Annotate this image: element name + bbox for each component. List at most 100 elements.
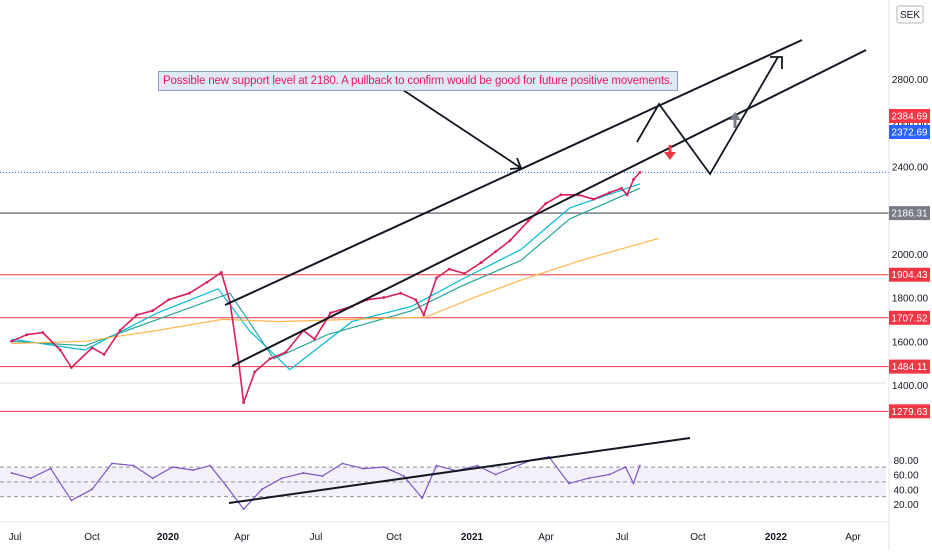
rsi-point-31 [608, 473, 611, 476]
projection-arrowhead [770, 56, 783, 69]
price-point-30 [447, 267, 451, 271]
rsi-point-15 [302, 472, 305, 475]
rsi-tick-label-0: 20.00 [893, 500, 918, 511]
price-point-1 [25, 333, 29, 337]
price-point-17 [253, 370, 257, 374]
level-label-1-bg [889, 310, 930, 325]
price-point-13 [219, 271, 223, 274]
channel-lower-line [231, 49, 867, 367]
rsi-tick-label-1: 40.00 [893, 485, 918, 496]
rsi-point-29 [567, 482, 570, 485]
price-point-9 [151, 309, 155, 313]
rsi-point-32 [624, 466, 627, 469]
currency-label: SEK [900, 10, 920, 21]
level-label-0: 1904.43 [891, 270, 928, 281]
price-point-12 [205, 280, 209, 284]
rsi-tick-label-2: 60.00 [893, 471, 918, 482]
rsi-point-25 [494, 473, 497, 476]
price-point-10 [167, 298, 171, 302]
rsi-point-30 [587, 477, 590, 480]
moving-average-2 [11, 237, 659, 345]
rsi-point-13 [260, 488, 263, 491]
price-series-line [11, 171, 641, 404]
price-point-39 [592, 197, 595, 201]
rsi-point-24 [476, 464, 479, 467]
x-tick-label-0: Jul [9, 532, 22, 543]
level-label-3: 1279.63 [891, 407, 928, 418]
x-tick-label-3: Apr [234, 532, 250, 543]
price-point-42 [625, 193, 629, 197]
price-tick-label-0: 1400.00 [892, 381, 929, 392]
rsi-point-4 [91, 488, 94, 491]
price-point-41 [620, 186, 623, 190]
channel-upper-line [224, 39, 803, 306]
level-label-4: 2186.31 [891, 209, 928, 220]
x-tick-label-10: 2022 [765, 532, 788, 543]
rsi-point-19 [382, 466, 385, 469]
price-badge-1-bg [889, 125, 930, 139]
price-point-32 [479, 261, 483, 264]
price-point-27 [414, 298, 418, 302]
rsi-point-14 [280, 477, 283, 480]
x-tick-label-8: Jul [616, 532, 629, 543]
moving-average-0 [11, 183, 640, 371]
price-badge-0: 2384.69 [891, 112, 928, 123]
price-point-40 [608, 191, 611, 195]
price-point-35 [526, 219, 530, 223]
price-point-16 [242, 401, 245, 404]
level-label-4-bg [889, 206, 930, 221]
red-down-arrow-head [664, 152, 676, 160]
rsi-point-10 [209, 464, 212, 467]
price-point-29 [435, 276, 438, 280]
rsi-point-12 [242, 508, 245, 511]
x-tick-label-4: Jul [310, 532, 323, 543]
price-point-0 [10, 339, 13, 343]
price-tick-label-5: 2400.00 [892, 162, 929, 173]
price-point-21 [313, 337, 316, 341]
rsi-point-34 [638, 464, 641, 467]
price-point-11 [187, 291, 191, 295]
x-tick-label-2: 2020 [157, 532, 180, 543]
price-point-2 [41, 331, 45, 334]
rsi-point-2 [49, 467, 52, 470]
level-label-3-bg [889, 404, 930, 419]
rsi-point-7 [151, 477, 154, 480]
price-point-6 [102, 352, 106, 356]
rsi-point-21 [421, 497, 424, 500]
rsi-point-18 [362, 467, 365, 470]
level-label-0-bg [889, 267, 930, 282]
x-tick-label-5: Oct [386, 532, 402, 543]
rsi-point-22 [435, 464, 438, 467]
rsi-point-3 [70, 499, 73, 502]
level-label-2-bg [889, 359, 930, 374]
price-point-25 [382, 296, 386, 299]
annotation-text[interactable]: Possible new support level at 2180. A pu… [158, 71, 678, 91]
price-tick-label-1: 1600.00 [892, 337, 929, 348]
rsi-point-1 [29, 477, 32, 480]
rsi-trendline [228, 437, 691, 504]
price-point-43 [632, 178, 635, 181]
projection-path [636, 56, 779, 176]
rsi-tick-label-3: 80.00 [893, 456, 918, 467]
price-point-19 [284, 350, 288, 354]
level-label-1: 1707.52 [891, 313, 928, 324]
rsi-point-16 [321, 474, 324, 477]
x-tick-label-7: Apr [538, 532, 554, 543]
gray-up-arrow-head [729, 112, 741, 120]
rsi-point-11 [225, 484, 228, 487]
x-tick-label-11: Apr [845, 532, 861, 543]
price-point-5 [90, 346, 94, 350]
price-point-3 [58, 348, 62, 352]
price-tick-label-6: 2600.00 [892, 119, 929, 130]
price-point-4 [69, 366, 73, 369]
price-point-37 [559, 193, 563, 197]
rsi-point-17 [341, 462, 344, 465]
price-badge-0-bg [889, 109, 930, 123]
rsi-point-5 [111, 462, 114, 465]
price-point-44 [638, 170, 642, 174]
price-tick-label-2: 1800.00 [892, 294, 929, 305]
moving-average-1 [11, 187, 641, 360]
price-point-8 [135, 313, 139, 317]
